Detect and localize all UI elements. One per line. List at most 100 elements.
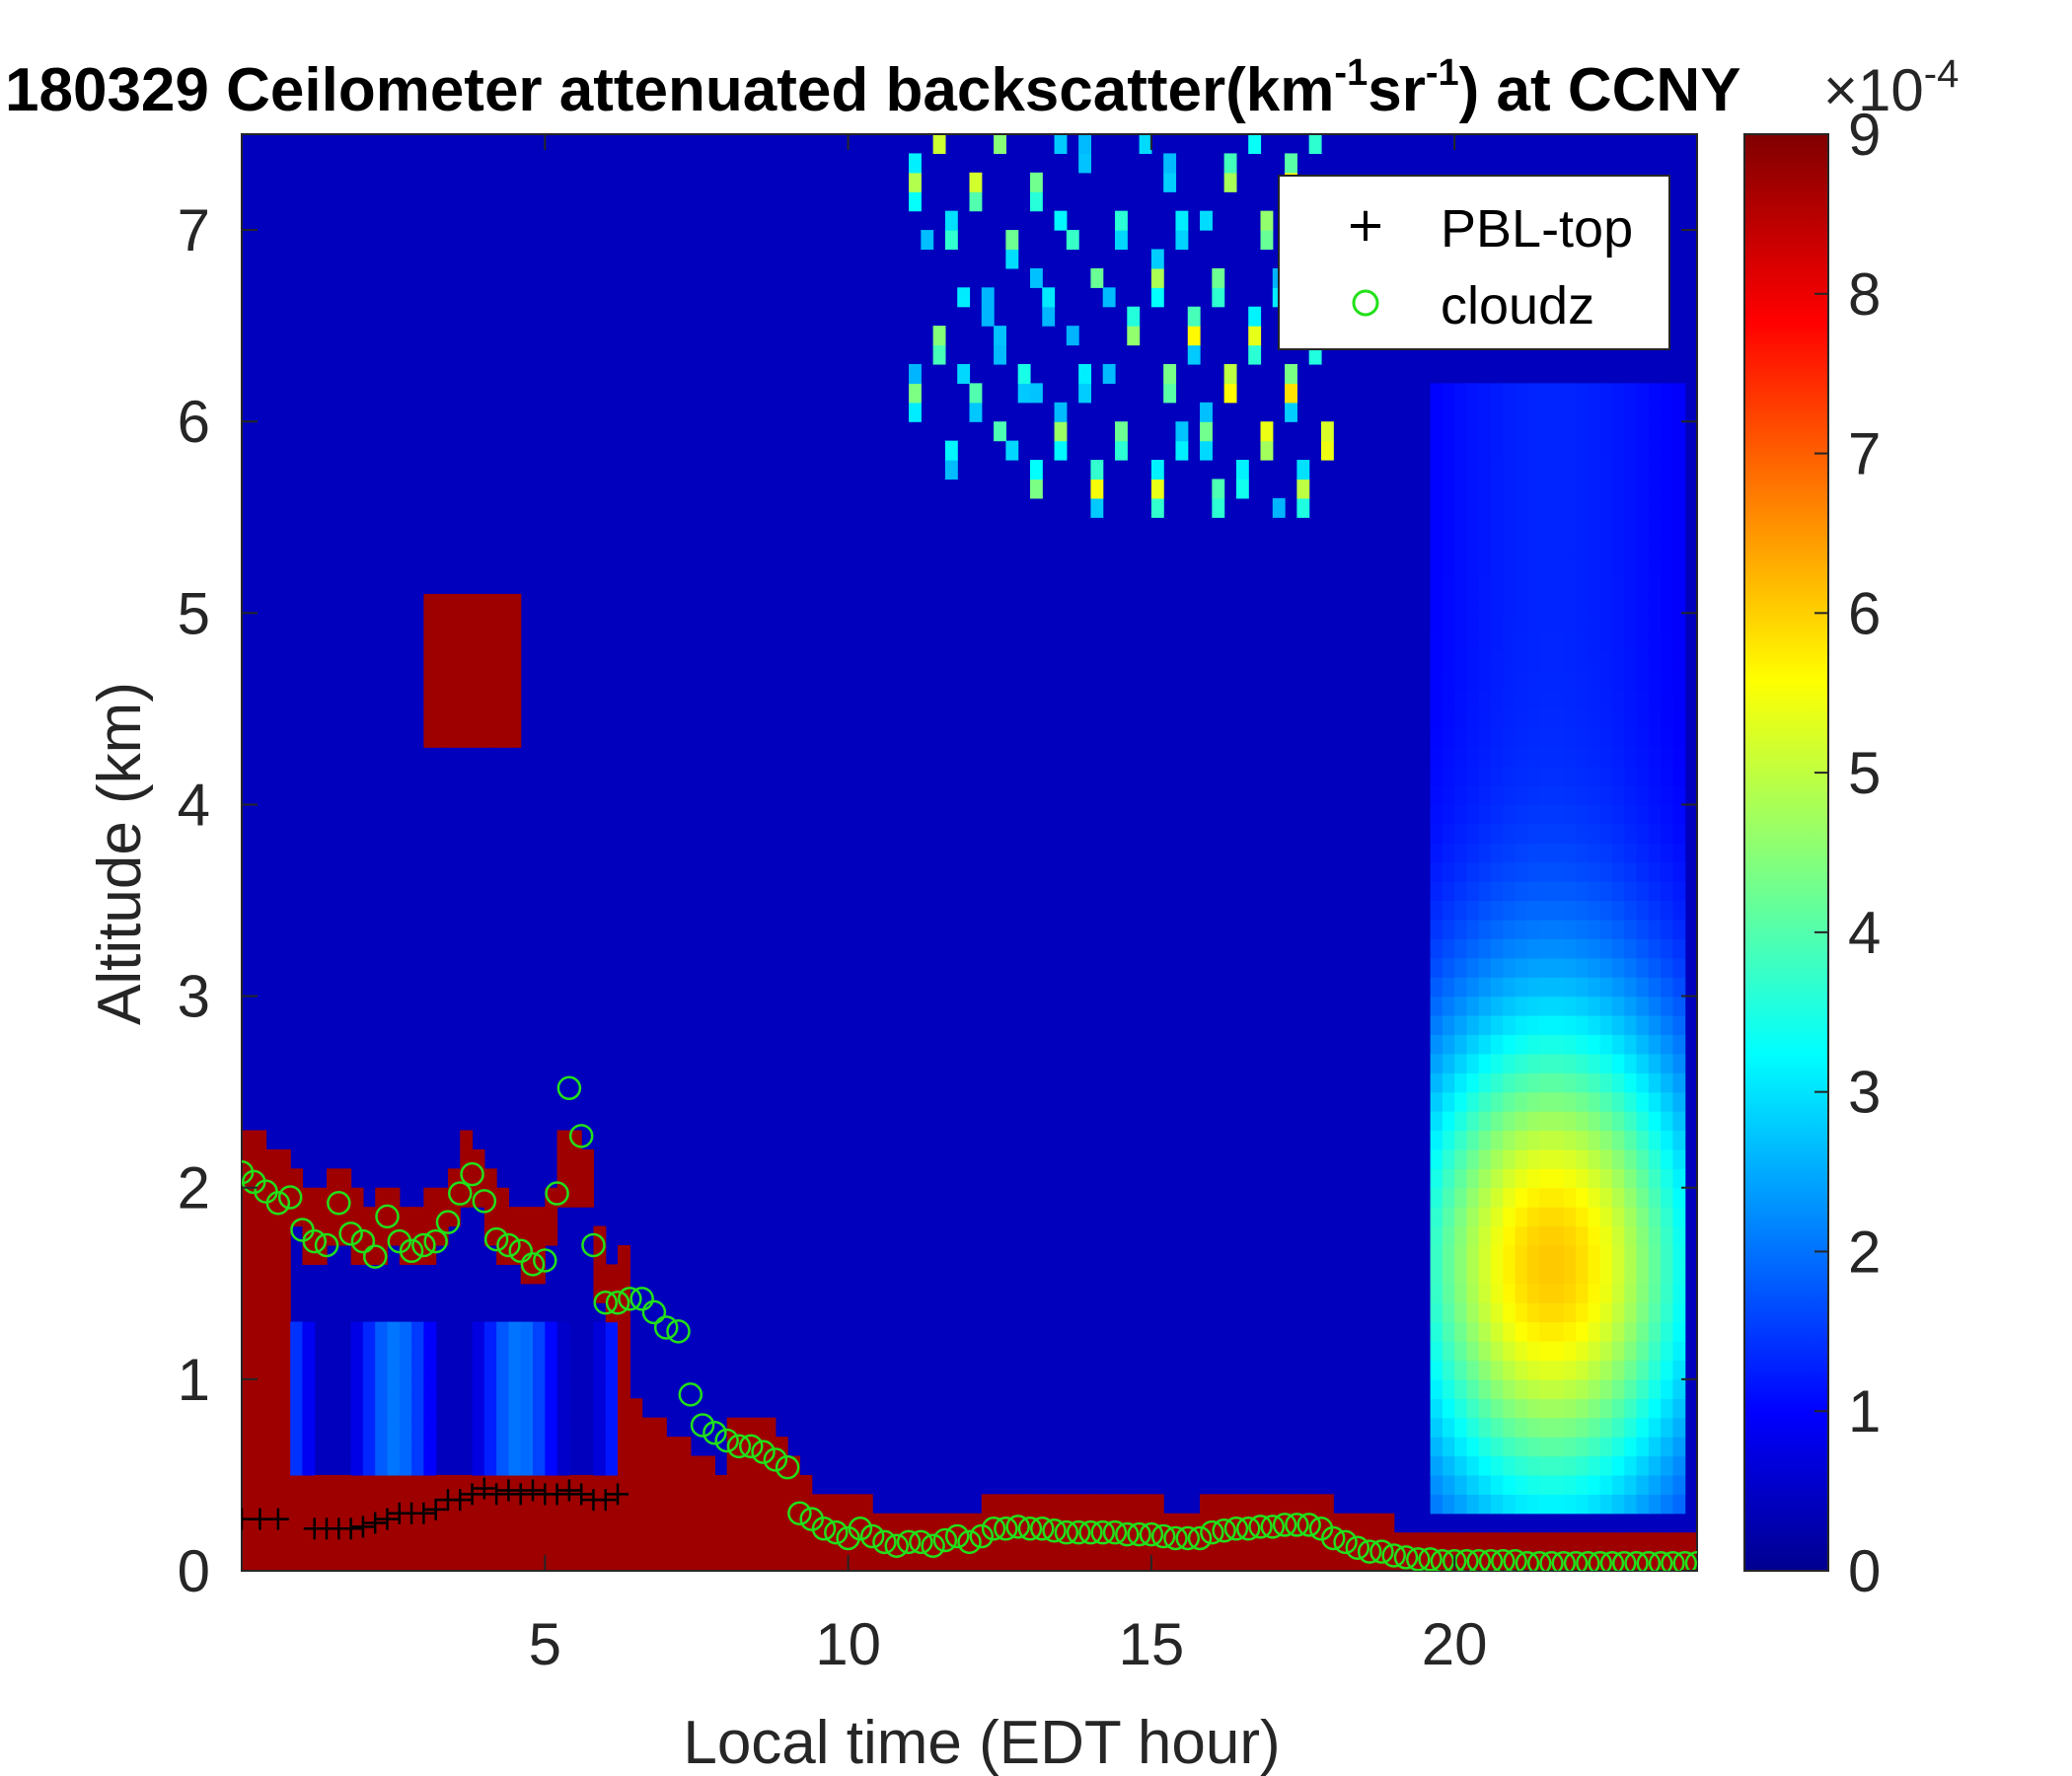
heatmap-cell: [460, 670, 474, 691]
heatmap-cell: [593, 1437, 607, 1457]
heatmap-cell: [1661, 1455, 1674, 1476]
heatmap-cell: [678, 1494, 692, 1515]
heatmap-cell: [1539, 402, 1553, 422]
heatmap-cell: [1611, 1474, 1625, 1495]
heatmap-cell: [1611, 1111, 1625, 1132]
heatmap-cell: [1503, 574, 1517, 595]
heatmap-cell: [1175, 440, 1189, 461]
heatmap-cell: [1345, 1551, 1359, 1571]
heatmap-cell: [678, 1455, 692, 1476]
heatmap-cell: [1672, 957, 1686, 978]
cloudz-point: [944, 1523, 970, 1549]
heatmap-cell: [387, 1417, 401, 1438]
heatmap-cell: [1661, 996, 1674, 1016]
heatmap-cell: [362, 1398, 376, 1419]
heatmap-cell: [1599, 919, 1613, 939]
heatmap-cell: [1576, 1398, 1589, 1419]
heatmap-cell: [545, 1551, 558, 1571]
heatmap-cell: [1539, 881, 1553, 902]
heatmap-cell: [545, 1494, 558, 1515]
heatmap-cell: [1430, 460, 1443, 481]
heatmap-cell: [1636, 1341, 1650, 1362]
heatmap-cell: [290, 1437, 304, 1457]
heatmap-cell: [1163, 172, 1177, 192]
heatmap-cell: [1466, 517, 1480, 538]
heatmap-cell: [460, 1551, 474, 1571]
heatmap-cell: [618, 1532, 630, 1553]
heatmap-cell: [1491, 996, 1504, 1016]
y-tick-label: 0: [178, 1538, 210, 1604]
heatmap-cell: [1611, 938, 1625, 959]
heatmap-cell: [1515, 555, 1528, 576]
heatmap-cell: [1636, 497, 1650, 518]
heatmap-cell: [1430, 1417, 1443, 1438]
heatmap-cell: [666, 1437, 680, 1457]
heatmap-cell: [1296, 1532, 1310, 1553]
heatmap-cell: [1430, 1264, 1443, 1285]
heatmap-cell: [1466, 402, 1480, 422]
heatmap-cell: [265, 1437, 279, 1457]
heatmap-cell: [1624, 383, 1638, 404]
heatmap-cell: [327, 1513, 339, 1533]
heatmap-cell: [1478, 804, 1492, 825]
heatmap-cell: [265, 1417, 279, 1438]
heatmap-cell: [1430, 708, 1443, 729]
heatmap-cell: [799, 1474, 813, 1495]
heatmap-cell: [726, 1494, 740, 1515]
heatmap-cell: [1611, 1532, 1625, 1553]
heatmap-cell: [1491, 497, 1504, 518]
heatmap-cell: [435, 670, 449, 691]
heatmap-cell: [496, 1532, 510, 1553]
heatmap-cell: [460, 631, 474, 652]
heatmap-cell: [1466, 460, 1480, 481]
heatmap-cell: [1515, 689, 1528, 709]
heatmap-cell: [1491, 1034, 1504, 1055]
heatmap-cell: [1381, 1513, 1395, 1533]
heatmap-cell: [593, 1341, 607, 1362]
heatmap-cell: [1515, 440, 1528, 461]
heatmap-cell: [1454, 1053, 1468, 1073]
heatmap-cell: [1599, 460, 1613, 481]
heatmap-cell: [1588, 881, 1601, 902]
heatmap-cell: [1661, 555, 1674, 576]
pbl-top-point: [242, 1508, 253, 1530]
heatmap-cell: [1235, 1494, 1249, 1515]
heatmap-cell: [1442, 1437, 1455, 1457]
heatmap-cell: [1503, 1532, 1517, 1553]
heatmap-cell: [1115, 440, 1128, 461]
heatmap-cell: [848, 1551, 861, 1571]
heatmap-cell: [375, 1341, 389, 1362]
heatmap-cell: [593, 1321, 607, 1342]
heatmap-cell: [1430, 440, 1443, 461]
heatmap-cell: [254, 1398, 267, 1419]
heatmap-cell: [472, 1455, 485, 1476]
heatmap-cell: [653, 1513, 667, 1533]
heatmap-cell: [1661, 1130, 1674, 1150]
heatmap-cell: [1491, 1244, 1504, 1265]
heatmap-cell: [1466, 479, 1480, 499]
heatmap-cell: [1563, 555, 1577, 576]
heatmap-cell: [1551, 1073, 1565, 1093]
heatmap-cell: [1672, 1398, 1686, 1419]
heatmap-cell: [1478, 1073, 1492, 1093]
heatmap-cell: [1442, 631, 1455, 652]
heatmap-cell: [1576, 1455, 1589, 1476]
heatmap-cell: [1503, 1474, 1517, 1495]
heatmap-cell: [1636, 402, 1650, 422]
heatmap-cell: [1442, 747, 1455, 768]
heatmap-cell: [1576, 1283, 1589, 1303]
heatmap-cell: [1503, 1341, 1517, 1362]
heatmap-cell: [1648, 383, 1662, 404]
heatmap-cell: [1503, 1360, 1517, 1380]
heatmap-cell: [1636, 1474, 1650, 1495]
heatmap-cell: [1624, 747, 1638, 768]
heatmap-cell: [375, 1455, 389, 1476]
x-tick-label: 20: [1422, 1611, 1488, 1677]
heatmap-cell: [1163, 363, 1177, 384]
heatmap-cell: [1491, 1398, 1504, 1419]
heatmap-cell: [1442, 479, 1455, 499]
heatmap-cell: [1563, 881, 1577, 902]
heatmap-cell: [1588, 1283, 1601, 1303]
heatmap-cell: [265, 1360, 279, 1380]
heatmap-cell: [1636, 593, 1650, 614]
